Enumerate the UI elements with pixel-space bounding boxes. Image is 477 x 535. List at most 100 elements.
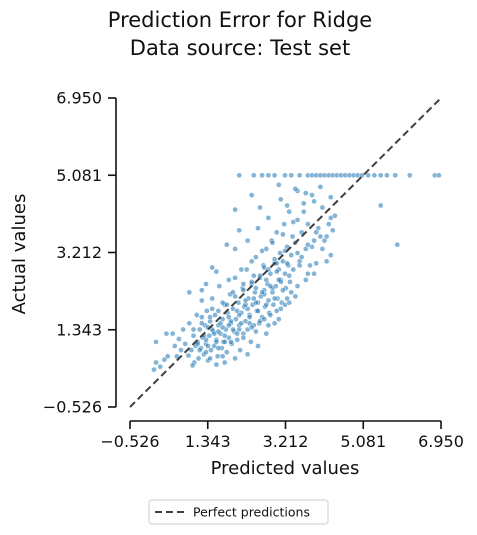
data-point — [195, 355, 202, 362]
data-point — [290, 266, 297, 273]
data-point — [221, 339, 228, 345]
data-point — [271, 256, 278, 263]
data-point — [230, 289, 236, 296]
data-point — [284, 202, 290, 209]
data-point — [208, 347, 214, 353]
data-point — [169, 330, 176, 337]
data-point — [223, 349, 230, 356]
data-point — [236, 172, 243, 179]
data-point — [302, 190, 309, 196]
data-point — [319, 204, 326, 211]
data-point — [182, 341, 189, 347]
data-point — [325, 221, 332, 227]
data-point — [280, 287, 286, 294]
data-point — [284, 260, 290, 267]
y-tick-label: 6.950 — [56, 89, 102, 108]
data-point — [271, 172, 278, 179]
data-point — [288, 289, 295, 296]
data-point — [311, 237, 317, 244]
data-point — [311, 270, 317, 277]
data-point — [259, 172, 265, 179]
y-axis-ticks: −0.526 1.343 3.212 5.081 6.950 — [43, 89, 116, 417]
data-point — [232, 206, 238, 213]
data-point — [284, 295, 290, 302]
data-point — [290, 219, 297, 225]
data-point — [394, 241, 401, 248]
data-point — [296, 172, 303, 179]
data-point — [294, 283, 301, 289]
data-point — [248, 324, 255, 331]
chart-title-line1: Prediction Error for Ridge — [108, 8, 372, 32]
data-point — [234, 336, 241, 343]
data-point — [213, 361, 220, 368]
data-point — [188, 347, 195, 353]
data-point — [329, 227, 336, 234]
data-point — [271, 295, 278, 302]
data-point — [207, 355, 213, 362]
data-point — [313, 260, 320, 267]
data-point — [213, 268, 220, 275]
data-point — [267, 312, 274, 318]
x-axis-label: Predicted values — [211, 458, 360, 479]
data-point — [371, 172, 378, 179]
x-tick-label: 5.081 — [340, 432, 386, 451]
data-point — [185, 352, 192, 359]
data-point — [406, 172, 413, 179]
data-point — [246, 314, 253, 320]
data-point — [332, 212, 338, 219]
data-point — [294, 250, 301, 256]
scatter-points — [151, 172, 442, 373]
data-point — [219, 353, 226, 360]
x-tick-label: −0.526 — [100, 432, 159, 451]
data-point — [280, 231, 286, 238]
data-point — [327, 252, 334, 258]
data-point — [292, 293, 299, 300]
data-point — [198, 297, 205, 304]
data-point — [275, 277, 282, 283]
data-point — [384, 172, 390, 179]
data-point — [173, 353, 180, 360]
data-point — [190, 332, 197, 339]
data-point — [232, 274, 238, 281]
legend-label-perfect-predictions: Perfect predictions — [193, 505, 310, 520]
data-point — [275, 316, 282, 322]
data-point — [327, 194, 334, 201]
data-point — [153, 359, 159, 366]
data-point — [221, 359, 228, 366]
data-point — [234, 308, 241, 314]
data-point — [288, 172, 295, 179]
data-point — [255, 308, 261, 314]
data-point — [212, 312, 218, 318]
data-point — [255, 343, 261, 349]
y-axis-label: Actual values — [9, 194, 30, 315]
data-point — [219, 299, 226, 306]
data-point — [190, 326, 197, 333]
data-point — [214, 353, 221, 360]
data-point — [163, 330, 170, 337]
data-point — [250, 172, 257, 179]
data-point — [273, 268, 280, 275]
data-point — [277, 250, 283, 256]
data-point — [225, 314, 232, 320]
data-point — [277, 196, 284, 203]
data-point — [267, 283, 274, 289]
data-point — [186, 289, 193, 296]
data-point — [302, 277, 309, 283]
data-point — [263, 277, 270, 283]
data-point — [300, 200, 307, 207]
data-point — [213, 339, 220, 345]
data-point — [317, 184, 324, 190]
data-point — [305, 270, 311, 277]
data-point — [257, 204, 263, 211]
data-point — [296, 262, 303, 269]
x-tick-label: 3.212 — [263, 432, 309, 451]
data-point — [236, 227, 243, 234]
data-point — [313, 229, 320, 236]
data-point — [232, 355, 238, 362]
data-point — [286, 272, 293, 279]
x-tick-label: 1.343 — [185, 432, 231, 451]
data-point — [164, 353, 171, 360]
data-point — [265, 322, 272, 329]
x-axis-ticks: −0.526 1.343 3.212 5.081 6.950 — [100, 421, 464, 451]
legend-box — [148, 499, 329, 525]
